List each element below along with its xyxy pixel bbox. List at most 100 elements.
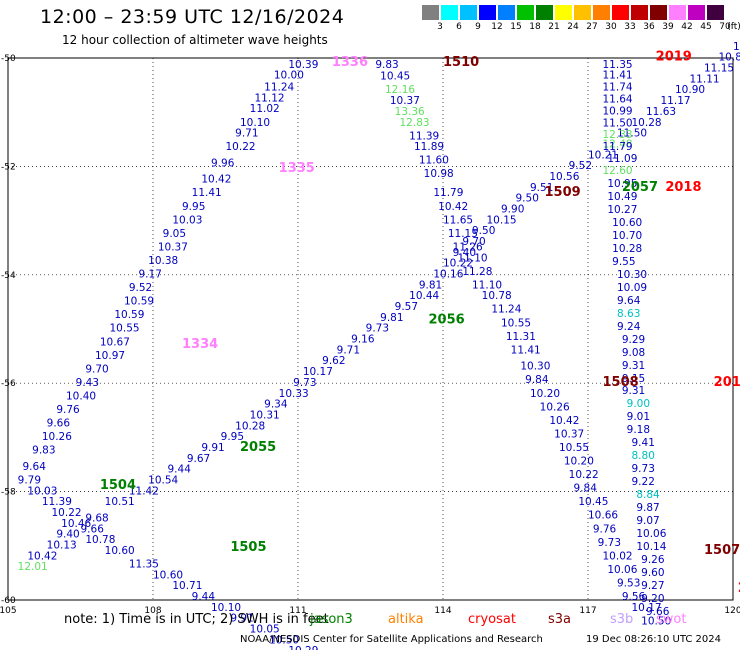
wave-height-value: 10.44 xyxy=(409,290,439,302)
wave-height-value: 13.36 xyxy=(395,106,425,118)
wave-height-value: 10.27 xyxy=(607,204,637,216)
y-tick-label: -50 xyxy=(1,54,16,64)
wave-height-value: 9.56 xyxy=(622,591,646,603)
scale-label: 18 xyxy=(529,22,541,32)
legend-swot: swot xyxy=(656,612,687,627)
wave-height-value: 10.03 xyxy=(27,485,57,497)
wave-height-value: 10.46 xyxy=(61,518,91,530)
track-label: 2016 xyxy=(738,581,740,596)
wave-height-value: 9.20 xyxy=(641,593,664,605)
wave-height-value: 11.28 xyxy=(462,266,492,278)
wave-height-value: 10.99 xyxy=(603,105,633,117)
scale-swatch xyxy=(574,5,591,20)
scale-swatch xyxy=(536,5,553,20)
wave-height-value: 9.62 xyxy=(322,355,345,367)
wave-height-value: 10.15 xyxy=(487,214,517,226)
scale-label: 3 xyxy=(437,22,443,32)
wave-height-value: 10.13 xyxy=(47,540,77,552)
x-tick-label: 111 xyxy=(289,606,306,616)
wave-height-value: 9.96 xyxy=(211,157,235,169)
wave-height-value: 9.41 xyxy=(632,437,655,449)
footer-timestamp: 19 Dec 08:26:10 UTC 2024 xyxy=(586,634,721,645)
track-label: 1510 xyxy=(443,55,479,70)
wave-height-value: 9.66 xyxy=(81,523,105,535)
wave-height-value: 11.11 xyxy=(690,73,720,85)
scale-swatch xyxy=(650,5,667,20)
wave-height-value: 10.55 xyxy=(110,323,140,335)
wave-height-value: 11.24 xyxy=(264,82,294,94)
wave-height-value: 10.28 xyxy=(632,117,662,129)
wave-height-value: 9.17 xyxy=(139,269,162,281)
wave-height-value: 10.45 xyxy=(578,496,608,508)
wave-height-value: 9.70 xyxy=(85,363,108,375)
wave-height-value: 10.51 xyxy=(105,496,135,508)
wave-height-value: 11.64 xyxy=(603,93,633,105)
wave-height-value: 11.79 xyxy=(433,187,463,199)
track-label: 1508 xyxy=(603,375,639,390)
wave-height-value: 12.16 xyxy=(385,84,415,96)
wave-height-value: 8.63 xyxy=(617,308,640,320)
track-label: 1335 xyxy=(279,161,315,176)
wave-height-value: 10.60 xyxy=(612,217,642,229)
wave-height-value: 10.42 xyxy=(27,550,57,562)
wave-height-value: 10.42 xyxy=(201,174,231,186)
wave-height-value: 9.27 xyxy=(641,580,664,592)
scale-label: 21 xyxy=(548,22,560,32)
wave-height-value: 10.05 xyxy=(250,624,280,636)
wave-height-value: 10.45 xyxy=(380,71,410,83)
scale-swatch xyxy=(422,5,439,20)
legend-cryosat: cryosat xyxy=(468,612,516,627)
scale-label: 6 xyxy=(456,22,462,32)
track-label: 1505 xyxy=(230,540,266,555)
wave-height-value: 11.41 xyxy=(192,187,222,199)
wave-height-value: 10.26 xyxy=(540,401,570,413)
wave-height-value: 10.26 xyxy=(42,431,72,443)
scale-label: 70 xyxy=(719,22,731,32)
y-tick-label: -56 xyxy=(1,379,16,389)
wave-height-value: 9.73 xyxy=(598,537,621,549)
wave-height-value: 12.83 xyxy=(400,117,430,129)
scale-unit: (ft) xyxy=(727,22,740,32)
wave-height-value: 11.31 xyxy=(506,331,536,343)
wave-height-value: 9.87 xyxy=(636,502,659,514)
wave-height-value: 10.30 xyxy=(520,361,550,373)
wave-height-value: 10.78 xyxy=(85,534,115,546)
wave-height-value: 11.50 xyxy=(603,117,633,129)
wave-height-value: 9.22 xyxy=(632,476,655,488)
wave-height-value: 11.39 xyxy=(42,496,72,508)
wave-height-value: 10.95 xyxy=(607,178,637,190)
wave-height-value: 11.60 xyxy=(419,155,449,167)
x-tick-label: 105 xyxy=(0,606,17,616)
wave-height-value: 11.48 xyxy=(733,41,740,53)
scale-swatch xyxy=(707,5,724,20)
scale-swatch xyxy=(688,5,705,20)
wave-height-value: 9.76 xyxy=(593,523,617,535)
wave-height-value: 11.74 xyxy=(603,82,633,94)
wave-height-value: 10.98 xyxy=(424,168,454,180)
page-title: 12:00 – 23:59 UTC 12/16/2024 xyxy=(40,6,345,28)
wave-height-value: 10.14 xyxy=(636,541,666,553)
wave-height-value: 9.15 xyxy=(622,373,645,385)
wave-height-value: 11.50 xyxy=(617,128,647,140)
wave-height-value: 9.73 xyxy=(366,323,389,335)
wave-height-value: 9.31 xyxy=(622,385,645,397)
wave-height-value: 10.06 xyxy=(607,564,637,576)
wave-height-value: 11.26 xyxy=(453,241,483,253)
wave-height-value: 10.50 xyxy=(269,634,299,646)
scale-swatch xyxy=(631,5,648,20)
y-tick-label: -52 xyxy=(1,162,16,172)
footer-center: NOAA/NESDIS Center for Satellite Applica… xyxy=(240,634,543,645)
wave-height-value: 9.68 xyxy=(85,512,108,524)
scale-label: 9 xyxy=(475,22,481,32)
wave-height-value: 10.17 xyxy=(632,602,662,614)
wave-height-value: 9.40 xyxy=(453,247,476,259)
wave-height-value: 10.06 xyxy=(636,528,666,540)
wave-height-value: 10.39 xyxy=(288,59,318,71)
wave-height-value: 12.33 xyxy=(603,129,633,141)
wave-height-value: 10.31 xyxy=(250,409,280,421)
wave-height-value: 10.22 xyxy=(569,469,599,481)
wave-height-value: 9.91 xyxy=(230,613,253,625)
scale-label: 39 xyxy=(662,22,674,32)
wave-height-value: 9.57 xyxy=(395,301,418,313)
wave-height-value: 9.71 xyxy=(235,128,258,140)
